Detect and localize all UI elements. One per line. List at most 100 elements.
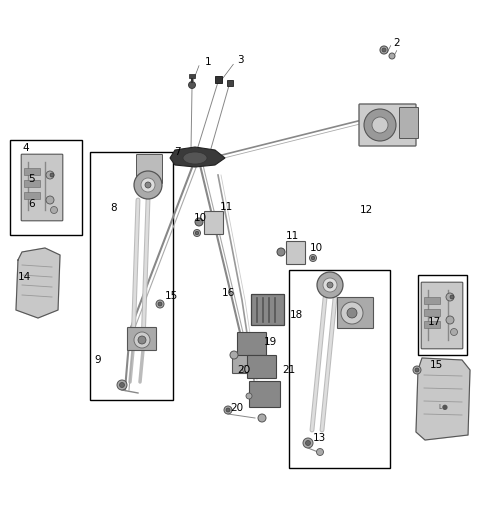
Circle shape <box>189 81 195 89</box>
Circle shape <box>230 351 238 359</box>
Circle shape <box>311 256 315 260</box>
Polygon shape <box>170 147 225 167</box>
Circle shape <box>446 316 454 324</box>
Circle shape <box>327 282 333 288</box>
FancyBboxPatch shape <box>21 154 63 221</box>
Circle shape <box>134 171 162 199</box>
FancyBboxPatch shape <box>287 242 305 265</box>
Circle shape <box>310 254 316 262</box>
FancyBboxPatch shape <box>250 381 280 408</box>
Text: 12: 12 <box>360 205 373 215</box>
Bar <box>24 168 40 175</box>
Text: 16: 16 <box>222 288 235 298</box>
Text: 10: 10 <box>310 243 323 253</box>
Circle shape <box>303 438 313 448</box>
FancyBboxPatch shape <box>248 355 276 378</box>
Bar <box>424 321 440 328</box>
Polygon shape <box>416 358 470 440</box>
Bar <box>424 309 440 316</box>
FancyBboxPatch shape <box>238 332 266 355</box>
Circle shape <box>372 117 388 133</box>
Circle shape <box>380 46 388 54</box>
Text: 1: 1 <box>205 57 212 67</box>
Text: 7: 7 <box>174 147 180 157</box>
Text: 15: 15 <box>430 360 443 370</box>
Text: 18: 18 <box>290 310 303 320</box>
Text: L●: L● <box>438 404 448 410</box>
Circle shape <box>145 182 151 188</box>
Text: 19: 19 <box>264 337 277 347</box>
Text: 20: 20 <box>230 403 243 413</box>
Polygon shape <box>16 248 60 318</box>
Circle shape <box>364 109 396 141</box>
Circle shape <box>156 300 164 308</box>
Text: 14: 14 <box>18 272 31 282</box>
Text: 8: 8 <box>110 203 117 213</box>
Text: 4: 4 <box>22 143 29 153</box>
Circle shape <box>277 248 285 256</box>
Text: 17: 17 <box>428 317 441 327</box>
Circle shape <box>451 329 457 335</box>
Bar <box>289 270 390 468</box>
Circle shape <box>450 295 454 299</box>
Text: 9: 9 <box>94 355 101 365</box>
Circle shape <box>193 229 201 237</box>
Text: 11: 11 <box>220 202 233 212</box>
Bar <box>215 76 222 83</box>
Circle shape <box>226 408 230 412</box>
Bar <box>24 192 40 199</box>
Circle shape <box>389 53 395 59</box>
Text: 3: 3 <box>237 55 244 65</box>
Bar <box>418 275 467 355</box>
Circle shape <box>305 440 311 445</box>
FancyBboxPatch shape <box>359 104 416 146</box>
Circle shape <box>323 278 337 292</box>
Bar <box>10 140 82 235</box>
Ellipse shape <box>183 152 207 164</box>
Text: 2: 2 <box>393 38 400 48</box>
Circle shape <box>413 366 421 374</box>
Circle shape <box>242 366 250 373</box>
Circle shape <box>446 293 454 301</box>
Bar <box>90 152 173 400</box>
Text: 10: 10 <box>194 213 207 223</box>
Text: 20: 20 <box>237 365 250 375</box>
Circle shape <box>117 380 127 390</box>
Circle shape <box>224 406 232 414</box>
Circle shape <box>50 206 58 214</box>
Circle shape <box>415 368 419 372</box>
FancyBboxPatch shape <box>252 294 285 326</box>
Text: 13: 13 <box>313 433 326 443</box>
Circle shape <box>258 414 266 422</box>
Bar <box>24 180 40 187</box>
Circle shape <box>138 336 146 344</box>
Text: 6: 6 <box>28 199 35 209</box>
FancyBboxPatch shape <box>128 328 156 351</box>
Circle shape <box>347 308 357 318</box>
Text: 11: 11 <box>286 231 299 241</box>
Circle shape <box>341 302 363 324</box>
FancyBboxPatch shape <box>337 297 373 329</box>
Text: 5: 5 <box>28 174 35 184</box>
Circle shape <box>317 272 343 298</box>
Circle shape <box>316 449 324 456</box>
Circle shape <box>50 173 54 177</box>
Circle shape <box>134 332 150 348</box>
Circle shape <box>382 48 386 52</box>
FancyBboxPatch shape <box>136 155 163 183</box>
FancyBboxPatch shape <box>232 354 257 373</box>
FancyBboxPatch shape <box>421 282 463 349</box>
Circle shape <box>46 196 54 204</box>
Circle shape <box>195 231 199 235</box>
Bar <box>424 297 440 304</box>
Circle shape <box>141 178 155 192</box>
Bar <box>189 74 195 78</box>
Bar <box>227 80 233 86</box>
Circle shape <box>246 393 252 399</box>
Circle shape <box>120 382 124 388</box>
Circle shape <box>195 218 203 226</box>
FancyBboxPatch shape <box>399 108 419 139</box>
Circle shape <box>46 171 54 179</box>
Circle shape <box>158 302 162 306</box>
Text: 21: 21 <box>282 365 295 375</box>
